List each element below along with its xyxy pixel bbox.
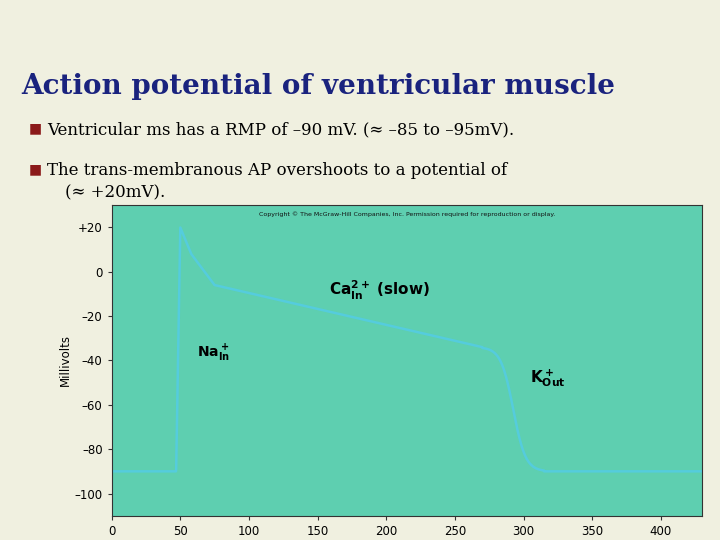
Text: $\mathbf{Ca^{2+}_{In}\ (slow)}$: $\mathbf{Ca^{2+}_{In}\ (slow)}$ [329,279,430,301]
Text: Action potential of ventricular muscle: Action potential of ventricular muscle [22,73,616,100]
Y-axis label: Millivolts: Millivolts [58,334,72,387]
Text: $\mathbf{K^+_{Out}}$: $\mathbf{K^+_{Out}}$ [531,367,566,389]
Text: The trans-membranous AP overshoots to a potential of: The trans-membranous AP overshoots to a … [47,162,507,179]
Text: ■: ■ [29,162,42,176]
Text: $\mathbf{Na^+_{In}}$: $\mathbf{Na^+_{In}}$ [197,343,230,364]
Text: Copyright © The McGraw-Hill Companies, Inc. Permission required for reproduction: Copyright © The McGraw-Hill Companies, I… [258,212,555,218]
Text: Ventricular ms has a RMP of –90 mV. (≈ –85 to –95mV).: Ventricular ms has a RMP of –90 mV. (≈ –… [47,122,514,138]
Text: (≈ +20mV).: (≈ +20mV). [65,185,165,201]
Text: ■: ■ [29,122,42,136]
